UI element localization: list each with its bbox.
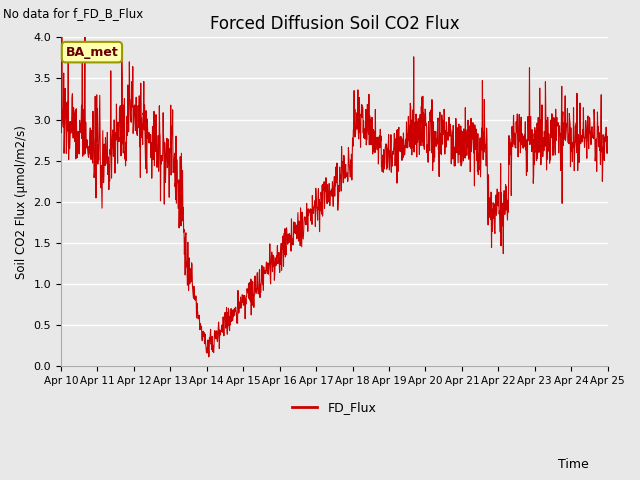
Y-axis label: Soil CO2 Flux (μmol/m2/s): Soil CO2 Flux (μmol/m2/s) <box>15 125 28 279</box>
Text: Time: Time <box>558 458 589 471</box>
Title: Forced Diffusion Soil CO2 Flux: Forced Diffusion Soil CO2 Flux <box>209 15 459 33</box>
Text: No data for f_FD_B_Flux: No data for f_FD_B_Flux <box>3 7 143 20</box>
Text: BA_met: BA_met <box>65 46 118 59</box>
Legend: FD_Flux: FD_Flux <box>287 396 381 420</box>
